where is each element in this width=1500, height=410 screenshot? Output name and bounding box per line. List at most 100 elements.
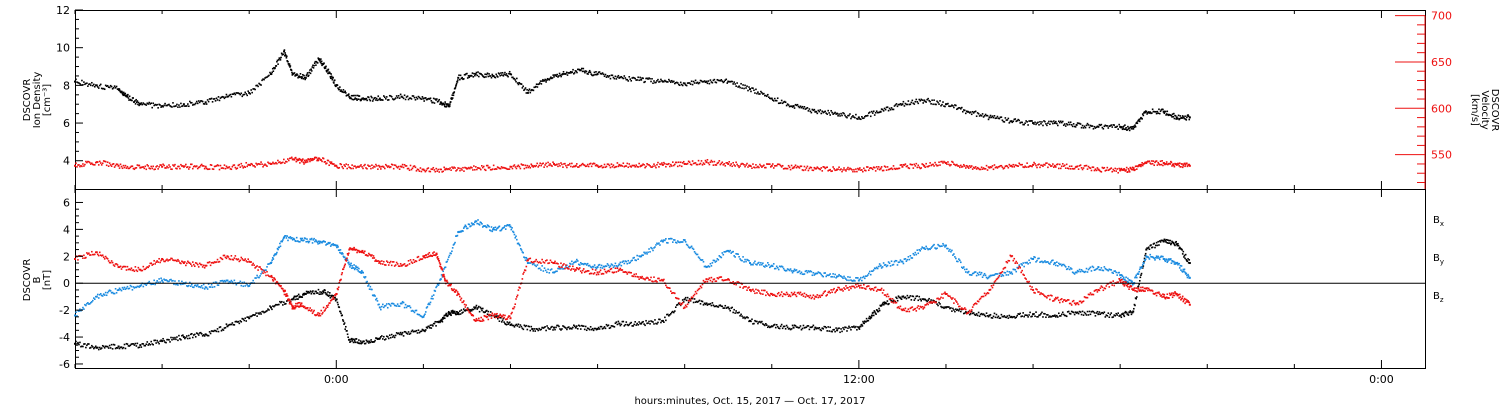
data-point-fill — [448, 254, 451, 257]
data-point-fill — [1104, 169, 1107, 172]
data-point-fill — [478, 310, 481, 313]
data-point-fill — [894, 259, 897, 262]
data-point-fill — [678, 84, 681, 87]
data-point-fill — [994, 166, 997, 169]
data-point-fill — [475, 220, 478, 223]
data-point-fill — [689, 163, 692, 166]
data-point-fill — [251, 91, 253, 94]
data-point-fill — [288, 237, 291, 239]
data-point-fill — [1111, 126, 1114, 128]
data-point — [304, 292, 307, 295]
data-point-fill — [310, 159, 313, 162]
data-point-fill — [812, 109, 815, 112]
data-point-fill — [122, 288, 125, 291]
data-point-fill — [1050, 165, 1052, 168]
data-point-fill — [690, 80, 693, 83]
data-point-fill — [881, 169, 884, 172]
data-point-fill — [266, 76, 268, 78]
data-point-fill — [886, 264, 889, 267]
data-point-fill — [631, 164, 634, 167]
data-point-fill — [125, 342, 128, 345]
data-point-fill — [912, 252, 915, 255]
data-point-fill — [308, 158, 311, 161]
data-point-fill — [336, 84, 339, 87]
data-point-fill — [711, 161, 714, 163]
data-point-fill — [338, 88, 341, 91]
data-point-fill — [1178, 247, 1180, 250]
data-point-fill — [708, 82, 711, 85]
data-point-fill — [347, 164, 349, 166]
data-point-fill — [736, 82, 738, 84]
data-point-fill — [898, 167, 901, 170]
data-point-fill — [498, 73, 501, 75]
data-point-fill — [943, 105, 945, 107]
data-point-fill — [194, 165, 197, 168]
data-point-fill — [1026, 314, 1028, 317]
data-point-fill — [105, 294, 108, 297]
data-point-fill — [675, 81, 678, 84]
data-point-fill — [337, 87, 339, 89]
data-point-fill — [462, 227, 465, 229]
data-point — [422, 97, 425, 100]
data-point — [879, 264, 882, 267]
data-point-fill — [928, 165, 930, 167]
data-point-fill — [203, 335, 206, 337]
data-point — [161, 340, 164, 343]
data-point-fill — [330, 295, 333, 298]
data-point-fill — [536, 162, 539, 165]
data-point-fill — [288, 157, 291, 160]
data-point-fill — [380, 99, 382, 101]
data-point-fill — [859, 325, 862, 328]
data-point-fill — [1014, 317, 1017, 319]
data-point-fill — [1000, 164, 1003, 167]
data-point-fill — [329, 161, 331, 163]
data-point-fill — [452, 167, 454, 170]
data-point-fill — [873, 114, 876, 116]
data-point-fill — [494, 168, 497, 170]
data-point-fill — [600, 73, 603, 75]
data-point-fill — [254, 166, 256, 168]
data-point-fill — [205, 286, 208, 289]
data-point-fill — [493, 228, 496, 231]
data-point-fill — [607, 163, 610, 166]
data-point-fill — [866, 114, 869, 117]
data-point-fill — [108, 162, 111, 164]
data-point — [492, 228, 495, 231]
data-point-fill — [684, 296, 687, 299]
data-point-fill — [684, 163, 687, 165]
data-point-fill — [318, 293, 321, 296]
data-point-fill — [1134, 168, 1136, 171]
data-point — [1075, 311, 1078, 314]
data-point-fill — [297, 293, 300, 296]
data-point-fill — [1142, 114, 1145, 117]
data-point-fill — [428, 170, 431, 173]
data-point-fill — [599, 325, 602, 328]
data-point-fill — [439, 168, 442, 171]
data-point-fill — [993, 274, 996, 276]
data-point-fill — [759, 93, 761, 95]
series-Bx — [74, 238, 1191, 351]
data-point-fill — [820, 167, 823, 169]
data-point-fill — [653, 323, 655, 325]
data-point-fill — [1100, 312, 1103, 314]
data-point-fill — [292, 297, 295, 300]
data-point-fill — [1103, 166, 1106, 169]
data-point-fill — [560, 162, 562, 164]
data-point-fill — [665, 80, 667, 83]
data-point-fill — [657, 78, 659, 81]
data-point-fill — [1057, 163, 1059, 165]
data-point-fill — [793, 165, 796, 168]
data-point-fill — [587, 265, 590, 267]
data-point-fill — [882, 262, 885, 264]
data-point-fill — [1183, 256, 1185, 258]
data-point-fill — [603, 326, 606, 328]
data-point-fill — [796, 326, 799, 329]
data-point-fill — [855, 277, 857, 279]
data-point-fill — [943, 244, 945, 247]
data-point-fill — [98, 293, 101, 296]
data-point-fill — [825, 275, 828, 278]
data-point-fill — [503, 321, 505, 323]
data-point-fill — [660, 321, 662, 324]
data-point-fill — [736, 163, 738, 166]
data-point-fill — [487, 75, 490, 78]
